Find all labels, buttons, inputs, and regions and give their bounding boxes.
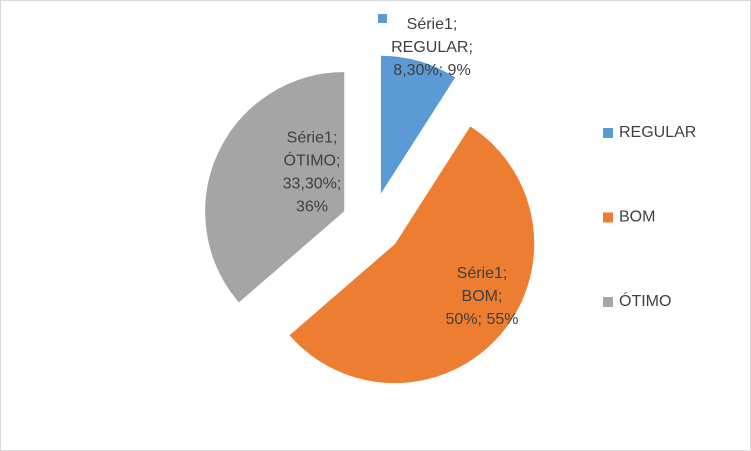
data-label: 33,30%; [283, 176, 342, 193]
data-label: 8,30%; 9% [393, 62, 470, 79]
legend-swatch [603, 297, 613, 307]
legend-label: ÓTIMO [619, 291, 671, 310]
legend-label: REGULAR [619, 124, 696, 141]
data-label: Série1; [287, 130, 338, 147]
pie-slice [288, 125, 536, 385]
data-label: Série1; [457, 265, 508, 282]
pie-slice [379, 54, 457, 197]
data-label: Série1; [407, 16, 458, 33]
data-label: REGULAR; [391, 39, 473, 56]
legend-swatch [603, 212, 613, 223]
legend-label: BOM [619, 209, 655, 226]
data-label: ÓTIMO; [284, 151, 341, 170]
pie-slice [204, 71, 346, 304]
data-label-key [378, 14, 387, 23]
data-label: 36% [296, 199, 328, 216]
legend-swatch [603, 128, 613, 138]
data-label: 50%; 55% [446, 311, 519, 328]
data-label: BOM; [462, 288, 503, 305]
